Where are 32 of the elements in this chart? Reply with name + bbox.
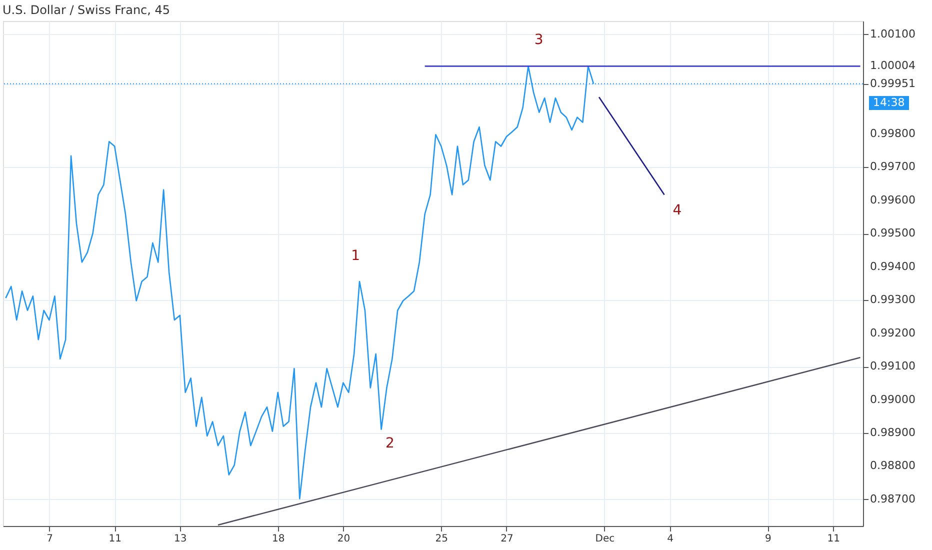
y-tick-label: 0.99500 [870,226,916,240]
y-tick-label: 0.99600 [870,193,916,206]
x-tick-label: 13 [174,534,187,544]
y-tick-label: 0.99700 [870,160,916,174]
y-tick-label: 0.99200 [870,326,916,340]
y-tick-label: 0.99300 [870,293,916,306]
y-tick-label: 1.00004 [870,59,916,72]
x-tick-label: 20 [337,534,350,544]
y-tick-label: 0.99800 [870,126,916,140]
text: 14:38 [873,96,905,109]
y-tick-label: 0.98700 [870,492,916,506]
y-tick-label: 0.98800 [870,459,916,472]
x-tick-label: 25 [435,534,448,544]
y-tick-label: 1.00100 [870,27,916,40]
annotation: 4 [672,202,682,218]
x-tick-label: 18 [272,534,285,544]
y-tick-label: 0.98900 [870,426,916,439]
x-tick-label: 4 [667,534,674,544]
y-tick-label: 0.99951 [870,76,916,90]
annotation: 1 [351,248,360,264]
x-tick-label: 11 [108,534,122,544]
x-tick-label: 11 [827,534,840,544]
y-tick-label: 0.99000 [870,392,916,406]
x-tick-label: Dec [595,534,615,544]
x-tick-label: 9 [765,534,772,544]
x-tick-label: 7 [46,534,53,544]
y-tick-label: 0.99400 [870,260,916,273]
annotation: 2 [386,436,394,452]
annotation: 3 [534,32,544,48]
y-tick-label: 0.99100 [870,360,916,373]
x-tick-label: 27 [500,534,514,544]
chart-title: U.S. Dollar / Swiss Franc, 45 [2,3,170,17]
